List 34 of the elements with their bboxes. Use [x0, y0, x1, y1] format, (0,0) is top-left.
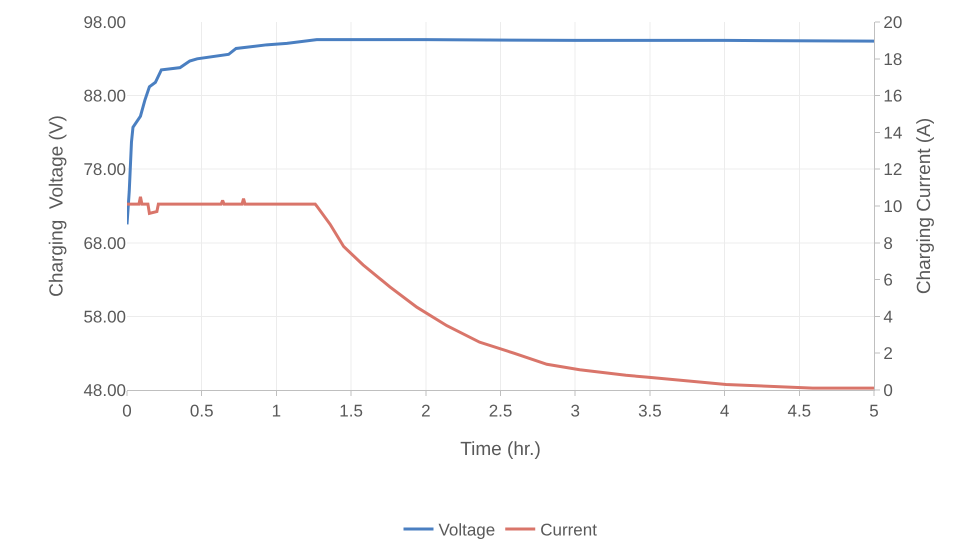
- y-tick-label: 98.00: [83, 12, 126, 32]
- y2-tick-label: 0: [883, 380, 893, 400]
- y2-axis-title: Charging Current (A): [914, 118, 936, 294]
- y2-tick-label: 14: [883, 123, 902, 142]
- y2-tick-label: 6: [883, 270, 893, 290]
- x-tick-label: 1.5: [339, 401, 363, 420]
- x-tick-label: 3: [570, 401, 580, 420]
- legend-label: Voltage: [438, 520, 496, 540]
- y-tick-label: 68.00: [83, 234, 126, 253]
- y-tick-label: 78.00: [83, 160, 126, 180]
- x-tick-label: 3.5: [638, 401, 662, 420]
- x-tick-label: 2.5: [488, 401, 512, 420]
- y2-tick-label: 8: [883, 234, 893, 253]
- x-tick-label: 1: [272, 401, 282, 420]
- x-tick-label: 5: [869, 401, 879, 420]
- y2-tick-label: 20: [883, 12, 902, 32]
- x-tick-label: 0.5: [190, 401, 214, 420]
- y2-tick-label: 4: [883, 307, 893, 326]
- y2-tick-label: 12: [883, 160, 902, 180]
- y-tick-label: 88.00: [83, 86, 126, 106]
- x-tick-label: 2: [421, 401, 431, 420]
- y2-tick-label: 16: [883, 86, 902, 106]
- y-axis-title: Charging Voltage (V): [46, 115, 68, 297]
- x-axis-title: Time (hr.): [460, 439, 541, 460]
- y-tick-label: 58.00: [83, 307, 126, 326]
- x-tick-label: 4.5: [787, 401, 812, 420]
- x-tick-label: 4: [720, 401, 730, 420]
- legend-label: Current: [540, 520, 598, 540]
- y-tick-label: 48.00: [83, 380, 126, 400]
- y2-tick-label: 18: [883, 50, 902, 69]
- x-tick-label: 0: [122, 401, 132, 420]
- y2-tick-label: 2: [883, 344, 893, 364]
- y2-tick-label: 10: [883, 196, 902, 216]
- line-series: [127, 38, 874, 226]
